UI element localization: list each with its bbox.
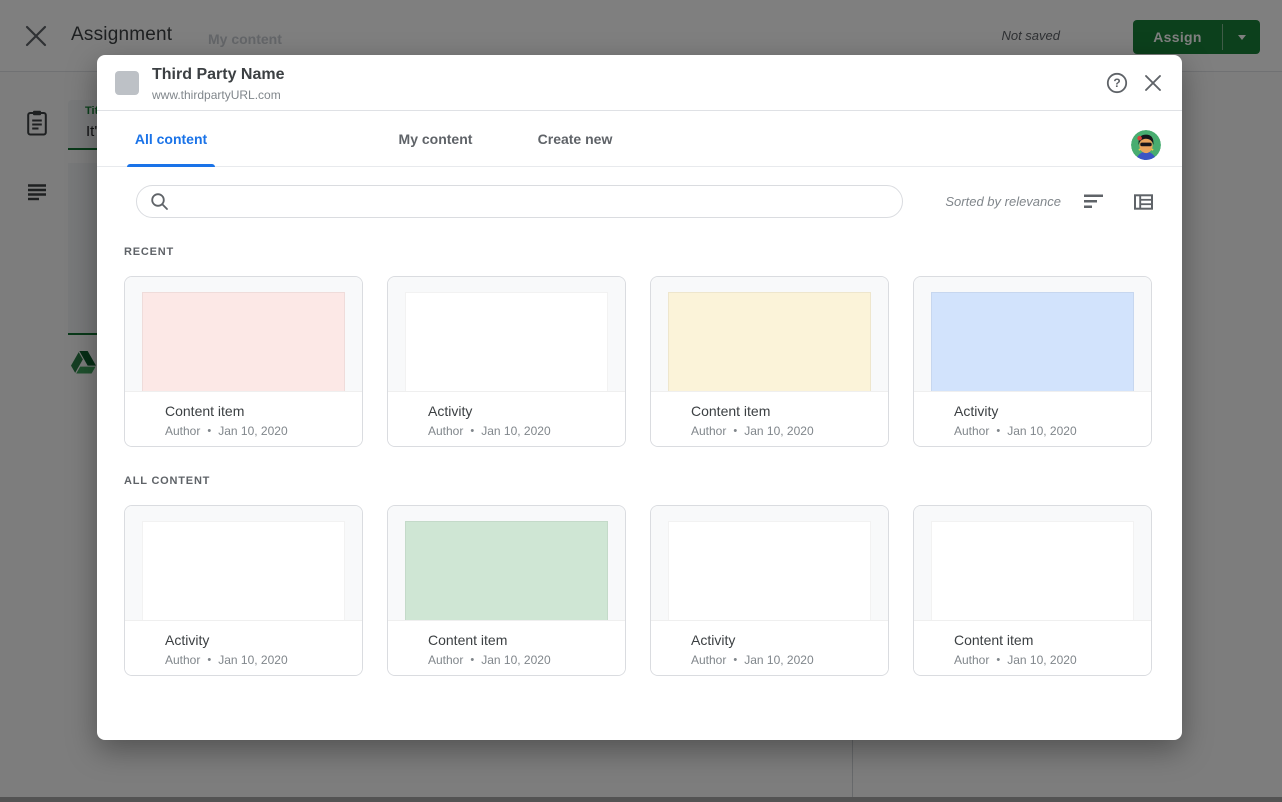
card-meta: Author • Jan 10, 2020	[954, 653, 1077, 667]
card-title: Content item	[691, 403, 771, 419]
content-card[interactable]: Content item Author • Jan 10, 2020	[913, 505, 1152, 676]
all-content-grid: Activity Author • Jan 10, 2020 Content ite…	[124, 505, 1153, 676]
content-card[interactable]: Activity Author • Jan 10, 2020	[913, 276, 1152, 447]
card-title: Activity	[954, 403, 999, 419]
search-box[interactable]	[136, 185, 903, 218]
card-thumbnail	[914, 277, 1151, 391]
card-meta: Author • Jan 10, 2020	[691, 653, 814, 667]
card-title: Activity	[165, 632, 210, 648]
sort-icon[interactable]	[1084, 194, 1104, 209]
section-label-recent: RECENT	[124, 246, 175, 258]
card-meta: Author • Jan 10, 2020	[691, 424, 814, 438]
card-meta: Author • Jan 10, 2020	[165, 424, 288, 438]
section-label-all-content: ALL CONTENT	[124, 475, 211, 487]
card-footer: Content item Author • Jan 10, 2020	[125, 391, 362, 446]
dialog-url: www.thirdpartyURL.com	[152, 88, 281, 102]
card-thumbnail	[125, 277, 362, 391]
card-footer: Activity Author • Jan 10, 2020	[914, 391, 1151, 446]
content-card[interactable]: Activity Author • Jan 10, 2020	[387, 276, 626, 447]
dialog-content: Sorted by relevance	[97, 167, 1182, 676]
card-footer: Content item Author • Jan 10, 2020	[388, 620, 625, 675]
dialog-header: Third Party Name www.thirdpartyURL.com ?	[97, 55, 1182, 111]
tab-all-content[interactable]: All content	[134, 131, 208, 147]
view-list-icon[interactable]	[1134, 193, 1153, 210]
active-tab-indicator	[127, 164, 215, 167]
sorted-by-label: Sorted by relevance	[945, 194, 1061, 209]
card-thumbnail	[125, 506, 362, 620]
card-meta: Author • Jan 10, 2020	[428, 653, 551, 667]
content-card[interactable]: Activity Author • Jan 10, 2020	[124, 505, 363, 676]
search-row: Sorted by relevance	[124, 185, 1153, 218]
dialog-tabs: All content My content Create new	[97, 111, 1182, 167]
card-thumbnail	[651, 277, 888, 391]
card-title: Activity	[691, 632, 736, 648]
content-card[interactable]: Content item Author • Jan 10, 2020	[650, 276, 889, 447]
card-thumbnail	[914, 506, 1151, 620]
content-card[interactable]: Content item Author • Jan 10, 2020	[124, 276, 363, 447]
card-meta: Author • Jan 10, 2020	[428, 424, 551, 438]
card-title: Content item	[954, 632, 1034, 648]
search-input[interactable]	[178, 193, 890, 210]
help-icon[interactable]: ?	[1106, 72, 1128, 94]
sort-controls: Sorted by relevance	[945, 193, 1153, 210]
recent-grid: Content item Author • Jan 10, 2020 Activit…	[124, 276, 1153, 447]
card-footer: Activity Author • Jan 10, 2020	[125, 620, 362, 675]
svg-text:?: ?	[1113, 76, 1120, 90]
card-thumbnail	[651, 506, 888, 620]
card-thumbnail	[388, 277, 625, 391]
card-footer: Activity Author • Jan 10, 2020	[388, 391, 625, 446]
content-card[interactable]: Activity Author • Jan 10, 2020	[650, 505, 889, 676]
close-icon[interactable]	[1144, 74, 1162, 92]
avatar[interactable]	[1131, 130, 1161, 160]
third-party-picker-dialog: Third Party Name www.thirdpartyURL.com ?…	[97, 55, 1182, 740]
dialog-title: Third Party Name	[152, 66, 285, 83]
card-title: Content item	[428, 632, 508, 648]
card-footer: Content item Author • Jan 10, 2020	[651, 391, 888, 446]
card-footer: Content item Author • Jan 10, 2020	[914, 620, 1151, 675]
content-card[interactable]: Content item Author • Jan 10, 2020	[387, 505, 626, 676]
search-icon	[150, 192, 169, 211]
third-party-app-icon	[115, 71, 139, 95]
tab-my-content[interactable]: My content	[398, 131, 473, 147]
tab-create-new[interactable]: Create new	[537, 131, 613, 147]
card-footer: Activity Author • Jan 10, 2020	[651, 620, 888, 675]
card-title: Content item	[165, 403, 245, 419]
card-thumbnail	[388, 506, 625, 620]
card-title: Activity	[428, 403, 473, 419]
card-meta: Author • Jan 10, 2020	[954, 424, 1077, 438]
card-meta: Author • Jan 10, 2020	[165, 653, 288, 667]
